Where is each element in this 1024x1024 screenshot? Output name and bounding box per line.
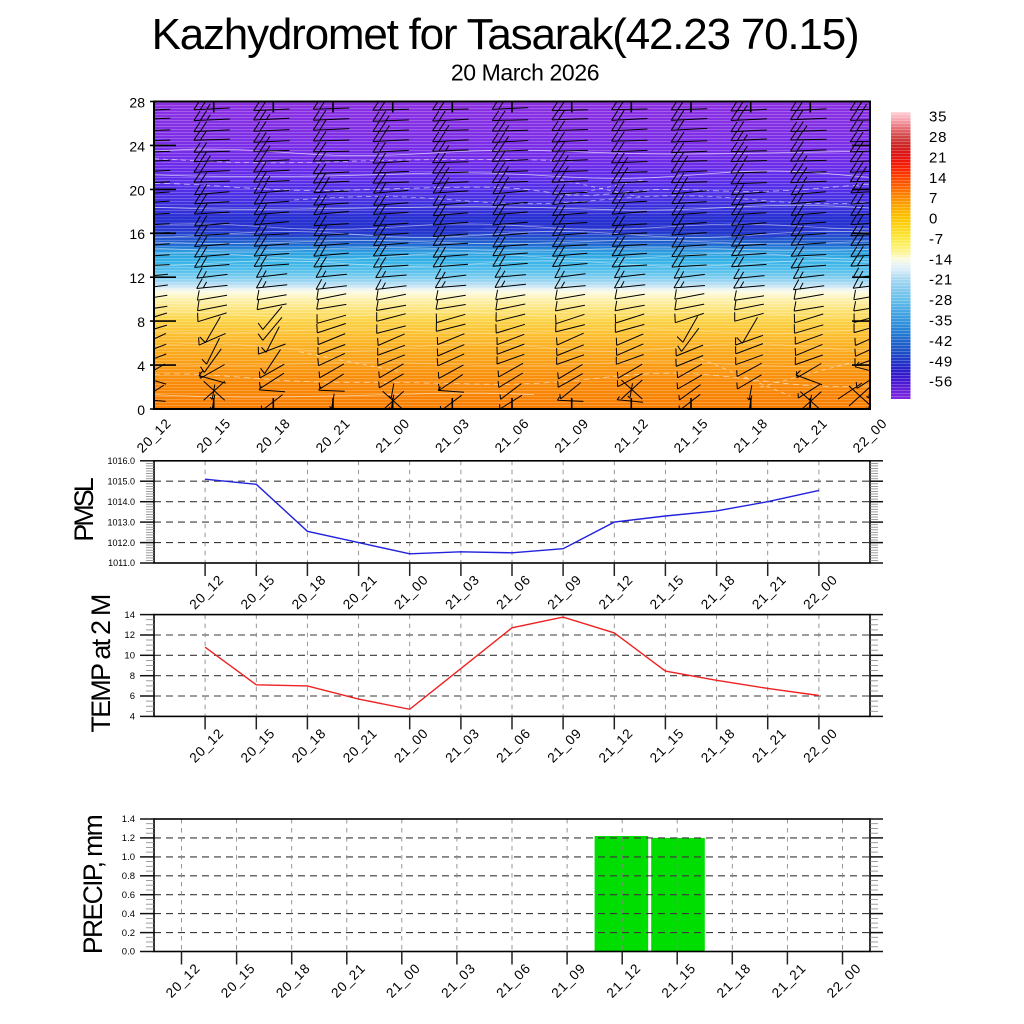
svg-text:Kazhydromet for Tasarak(42.23: Kazhydromet for Tasarak(42.23 70.15) bbox=[152, 10, 859, 59]
svg-text:0: 0 bbox=[137, 402, 145, 418]
svg-text:-49: -49 bbox=[929, 353, 953, 370]
svg-text:28: 28 bbox=[929, 129, 947, 146]
svg-text:-35: -35 bbox=[929, 313, 953, 330]
svg-text:14: 14 bbox=[124, 610, 135, 621]
svg-text:20: 20 bbox=[129, 182, 145, 198]
svg-text:-14: -14 bbox=[929, 251, 953, 268]
svg-text:1.2: 1.2 bbox=[122, 833, 135, 844]
svg-text:1016.0: 1016.0 bbox=[107, 456, 135, 466]
svg-text:1012.0: 1012.0 bbox=[107, 538, 135, 548]
svg-text:-21: -21 bbox=[929, 272, 953, 289]
svg-text:24: 24 bbox=[129, 138, 145, 154]
svg-text:1015.0: 1015.0 bbox=[107, 476, 135, 486]
svg-text:0.4: 0.4 bbox=[122, 909, 135, 920]
svg-text:35: 35 bbox=[929, 109, 947, 126]
svg-text:8: 8 bbox=[137, 314, 145, 330]
svg-text:0.2: 0.2 bbox=[122, 928, 135, 939]
svg-text:PMSL: PMSL bbox=[69, 477, 99, 542]
svg-text:0: 0 bbox=[929, 211, 938, 228]
svg-text:1014.0: 1014.0 bbox=[107, 497, 135, 507]
svg-text:1.0: 1.0 bbox=[122, 852, 135, 863]
svg-text:4: 4 bbox=[137, 358, 145, 374]
svg-text:-42: -42 bbox=[929, 333, 953, 350]
svg-text:0.6: 0.6 bbox=[122, 890, 135, 901]
svg-text:10: 10 bbox=[124, 651, 135, 662]
svg-text:16: 16 bbox=[129, 226, 145, 242]
svg-text:4: 4 bbox=[130, 712, 135, 723]
svg-text:14: 14 bbox=[929, 170, 947, 187]
svg-text:-7: -7 bbox=[929, 231, 944, 248]
svg-text:8: 8 bbox=[130, 671, 135, 682]
svg-text:12: 12 bbox=[129, 270, 145, 286]
svg-text:21: 21 bbox=[929, 150, 947, 167]
svg-text:-28: -28 bbox=[929, 292, 953, 309]
svg-text:1011.0: 1011.0 bbox=[108, 558, 135, 568]
svg-text:TEMP at 2 M: TEMP at 2 M bbox=[86, 595, 116, 733]
svg-text:28: 28 bbox=[129, 94, 145, 110]
svg-text:20 March 2026: 20 March 2026 bbox=[451, 60, 599, 86]
svg-text:1013.0: 1013.0 bbox=[107, 517, 135, 527]
svg-text:PRECIP, mm: PRECIP, mm bbox=[78, 815, 108, 954]
svg-text:0.0: 0.0 bbox=[122, 947, 135, 958]
svg-text:-56: -56 bbox=[929, 374, 953, 391]
svg-text:6: 6 bbox=[130, 691, 135, 702]
svg-text:0.8: 0.8 bbox=[122, 871, 135, 882]
svg-text:12: 12 bbox=[124, 630, 135, 641]
svg-text:7: 7 bbox=[929, 190, 938, 207]
svg-text:1.4: 1.4 bbox=[122, 814, 135, 825]
